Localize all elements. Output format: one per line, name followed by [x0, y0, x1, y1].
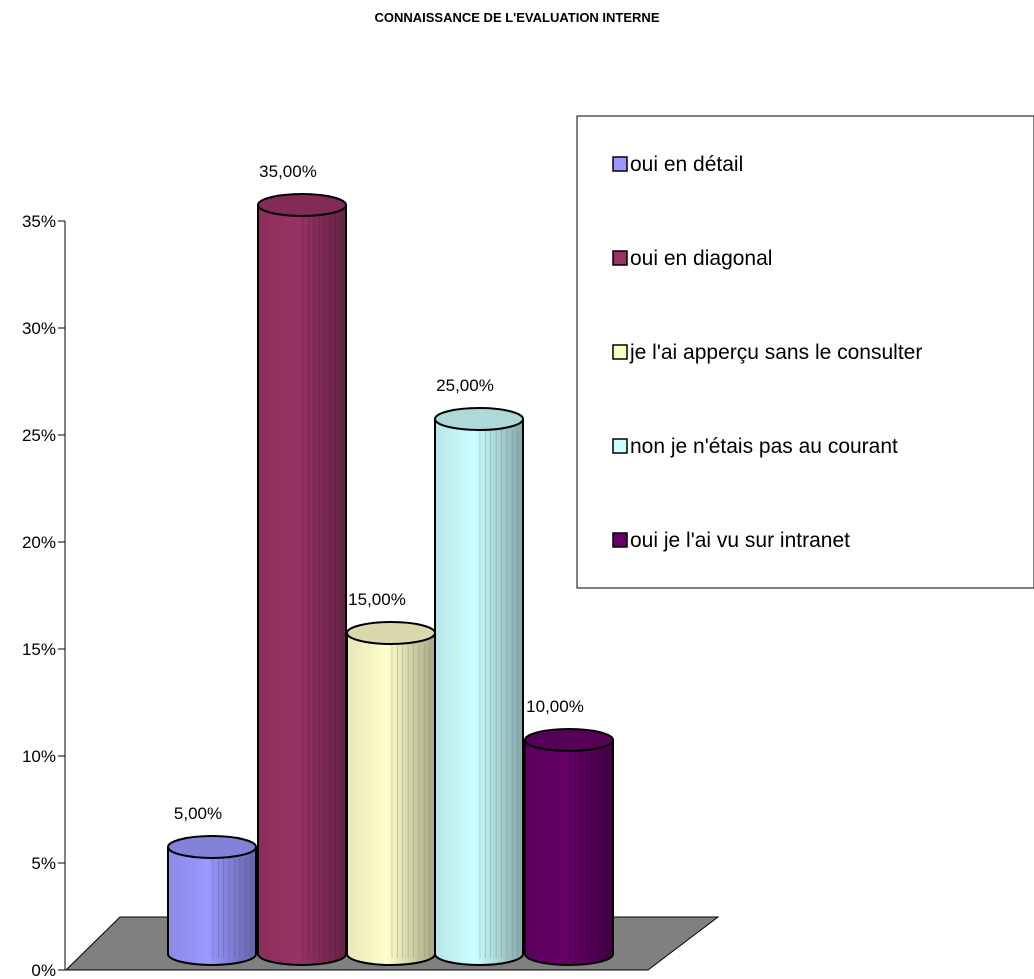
bar-top	[434, 407, 524, 431]
bar	[346, 621, 436, 966]
y-tick-label: 15%	[22, 640, 56, 659]
legend-label: oui je l'ai vu sur intranet	[630, 529, 850, 552]
legend-item: je l'ai apperçu sans le consulter	[612, 341, 922, 364]
legend-label: non je n'étais pas au courant	[630, 435, 898, 458]
data-label: 5,00%	[174, 804, 222, 823]
bar-body	[257, 204, 347, 966]
y-tick-label: 35%	[22, 212, 56, 231]
legend-swatch	[612, 156, 628, 172]
bar-body	[167, 846, 257, 966]
y-tick-label: 25%	[22, 426, 56, 445]
data-label: 35,00%	[259, 162, 317, 181]
legend-item: oui en détail	[612, 153, 743, 176]
bar-top	[257, 193, 347, 217]
legend-item: oui je l'ai vu sur intranet	[612, 529, 850, 552]
data-label: 15,00%	[348, 590, 406, 609]
legend-label: je l'ai apperçu sans le consulter	[629, 341, 922, 364]
legend-swatch	[612, 532, 628, 548]
y-tick-label: 0%	[31, 961, 56, 979]
y-tick-label: 20%	[22, 533, 56, 552]
legend-box	[576, 115, 1034, 589]
legend-item: non je n'étais pas au courant	[612, 435, 898, 458]
chart-title: CONNAISSANCE DE L'EVALUATION INTERNE	[374, 10, 659, 25]
bar-top	[524, 728, 614, 752]
legend: oui en détail oui en diagonal je l'ai appe…	[576, 115, 1034, 589]
bar-body	[346, 632, 436, 966]
bar-top	[346, 621, 436, 645]
bar	[167, 835, 257, 966]
legend-item: oui en diagonal	[612, 247, 772, 270]
bar	[524, 728, 614, 966]
bar-body	[434, 418, 524, 966]
bar-body	[524, 739, 614, 966]
bar	[257, 193, 347, 966]
bar	[434, 407, 524, 966]
y-tick-label: 10%	[22, 747, 56, 766]
bar-top	[167, 835, 257, 859]
legend-swatch	[612, 344, 628, 360]
data-label: 10,00%	[526, 697, 584, 716]
y-tick-label: 30%	[22, 319, 56, 338]
data-label: 25,00%	[436, 376, 494, 395]
y-tick-label: 5%	[31, 854, 56, 873]
legend-label: oui en diagonal	[630, 247, 772, 270]
legend-label: oui en détail	[630, 153, 743, 176]
legend-swatch	[612, 438, 628, 454]
legend-swatch	[612, 250, 628, 266]
